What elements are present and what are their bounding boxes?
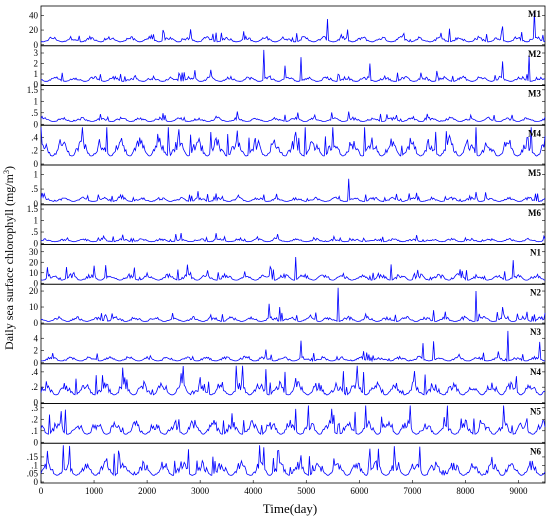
x-tick-label: 2000 xyxy=(138,486,157,496)
panel-m5: 0.51 M5 xyxy=(31,165,545,209)
y-tick-label: 4 xyxy=(34,333,39,343)
x-tick-label: 7000 xyxy=(403,486,422,496)
y-tick-label: .2 xyxy=(31,146,38,156)
panel-m3: 0.5 11.5 M3 xyxy=(27,85,545,129)
y-tick-label: .15 xyxy=(27,452,39,462)
y-tick-label: 10 xyxy=(29,302,39,312)
series-line-m1 xyxy=(41,12,545,42)
panel-n4: 0.2.4 N4 xyxy=(31,364,545,408)
panel-label: N1 xyxy=(530,248,541,258)
x-axis: 0 1000 2000 3000 4000 5000 6000 7000 8000 9000 xyxy=(39,480,528,496)
panel-n5: 0.1 .2.3 N5 xyxy=(31,403,545,447)
y-tick-label: .2 xyxy=(31,382,38,392)
y-tick-label: .1 xyxy=(31,426,38,436)
panel-frame xyxy=(41,205,545,245)
series-line-m2 xyxy=(41,50,545,81)
x-tick-label: 0 xyxy=(39,486,44,496)
panel-frame xyxy=(41,324,545,364)
x-tick-label: 3000 xyxy=(191,486,210,496)
y-tick-label: 1 xyxy=(34,69,39,79)
y-tick-label: .5 xyxy=(31,108,38,118)
y-tick-label: 0 xyxy=(34,318,39,328)
y-tick-label: 2 xyxy=(34,59,39,69)
series-line-n2 xyxy=(41,288,545,322)
y-tick-label: 20 xyxy=(29,25,39,35)
y-tick-label: 20 xyxy=(29,286,39,296)
panel-label: M5 xyxy=(528,168,541,178)
panel-label: M6 xyxy=(528,208,541,218)
x-tick-label: 5000 xyxy=(297,486,316,496)
panel-label: N6 xyxy=(530,446,541,456)
panel-frame xyxy=(41,443,545,483)
series-line-m6 xyxy=(41,233,545,242)
panel-frame xyxy=(41,404,545,444)
y-tick-label: 0 xyxy=(34,119,39,129)
y-tick-label: .5 xyxy=(31,184,38,194)
panel-label: N5 xyxy=(530,407,541,417)
panel-frame xyxy=(41,364,545,404)
panel-label: M2 xyxy=(528,49,541,59)
series-line-m5 xyxy=(41,179,545,202)
panel-m4: 0 .2 .4 M4 xyxy=(31,125,545,169)
x-tick-label: 6000 xyxy=(350,486,369,496)
panel-label: M4 xyxy=(528,128,541,138)
panel-label: M1 xyxy=(528,9,541,19)
x-tick-label: 1000 xyxy=(85,486,104,496)
y-tick-label: 20 xyxy=(29,257,39,267)
x-tick-label: 9000 xyxy=(509,486,528,496)
x-axis-title: Time(day) xyxy=(263,501,317,516)
y-tick-label: 1.5 xyxy=(27,204,39,214)
y-tick-label: 0 xyxy=(34,159,39,169)
y-tick-label: 1 xyxy=(34,96,39,106)
panel-n2: 0 10 20 N2 xyxy=(29,284,545,328)
x-tick-label: 8000 xyxy=(456,486,475,496)
y-tick-label: 10 xyxy=(29,268,39,278)
panel-frame xyxy=(41,46,545,86)
y-tick-label: .3 xyxy=(31,403,38,413)
y-tick-label: 2 xyxy=(34,346,39,356)
y-tick-label: .4 xyxy=(31,367,38,377)
y-tick-label: 40 xyxy=(29,10,39,20)
y-tick-label: 3 xyxy=(34,48,39,58)
y-tick-label: 30 xyxy=(29,247,39,257)
series-line-m3 xyxy=(41,112,545,122)
panel-label: N2 xyxy=(530,287,541,297)
panel-m6: 0.511.5 M6 xyxy=(27,204,545,248)
y-tick-label: .2 xyxy=(31,414,38,424)
y-tick-label: .5 xyxy=(31,227,38,237)
series-line-n4 xyxy=(41,366,545,395)
series-line-n5 xyxy=(41,406,545,435)
series-line-n3 xyxy=(41,331,545,361)
series-line-m4 xyxy=(41,127,545,156)
panel-label: M3 xyxy=(528,89,541,99)
y-tick-label: 1 xyxy=(34,169,39,179)
y-tick-label: 1 xyxy=(34,216,39,226)
series-line-n1 xyxy=(41,257,545,280)
y-tick-label: 1.5 xyxy=(27,85,39,95)
x-tick-label: 4000 xyxy=(244,486,263,496)
y-tick-label: 0 xyxy=(34,437,39,447)
series-line-n6 xyxy=(41,445,545,475)
panel-label: N3 xyxy=(530,327,541,337)
y-tick-label: .4 xyxy=(31,132,38,142)
panel-label: N4 xyxy=(530,367,541,377)
y-axis-title: Daily sea surface chlorophyll (mg/m3) xyxy=(2,166,17,350)
